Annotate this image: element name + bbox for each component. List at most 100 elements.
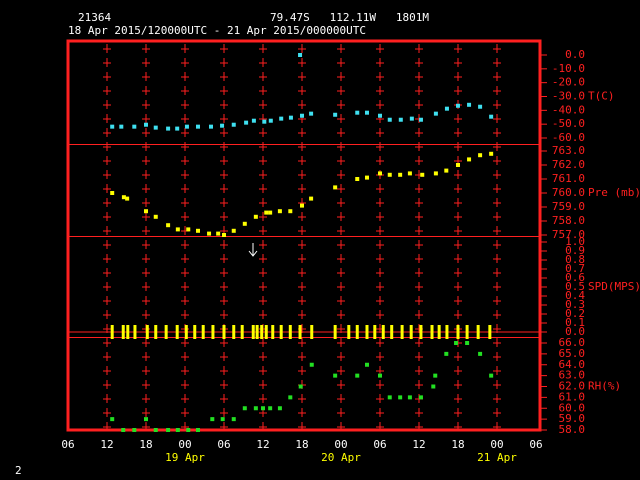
point [378, 113, 382, 118]
point [478, 153, 483, 158]
point [207, 231, 212, 236]
y-tick-label: 58.0 [559, 423, 586, 436]
point [300, 113, 304, 118]
point [196, 428, 200, 432]
wind-bar [255, 325, 259, 339]
point [166, 428, 171, 432]
y-tick-label: 64.0 [559, 358, 586, 371]
y-tick-label: 0.0 [565, 325, 585, 338]
grid-line [259, 44, 267, 431]
y-tick-label: 759.0 [552, 200, 585, 213]
grid-line [103, 44, 111, 431]
grid-line [454, 44, 462, 431]
point [300, 203, 304, 208]
wind-bar [355, 325, 359, 339]
wind-bar [175, 325, 179, 339]
wind-bar [288, 325, 292, 339]
point [378, 373, 382, 378]
point [298, 53, 303, 57]
y-tick-label: 760.0 [552, 186, 585, 199]
point [409, 116, 414, 121]
y-tick-label: 0.8 [565, 253, 585, 266]
point [489, 151, 494, 156]
point [186, 227, 191, 232]
y-tick-label: 761.0 [552, 172, 585, 185]
wind-bar [298, 325, 302, 339]
point [261, 406, 265, 411]
point [489, 373, 494, 378]
y-tick-label: 0.4 [565, 289, 585, 302]
x-tick-label: 18 [295, 438, 308, 451]
wind-bar [211, 325, 215, 339]
wind-bar [456, 325, 460, 339]
wind-bar [232, 325, 236, 339]
grid-line [337, 44, 345, 431]
wind-bar [373, 325, 377, 339]
wind-bar [164, 325, 168, 339]
point [398, 117, 403, 122]
point [268, 118, 273, 123]
point [186, 428, 191, 432]
grid-line [298, 44, 306, 431]
point [465, 341, 470, 345]
x-tick-label: 06 [217, 438, 230, 451]
point [433, 111, 438, 116]
wind-bar [110, 325, 114, 339]
point [242, 406, 247, 411]
point [121, 428, 126, 432]
grid-line [493, 44, 501, 431]
point [433, 171, 438, 176]
y-tick-label: 763.0 [552, 144, 585, 157]
point [153, 214, 158, 219]
point [153, 125, 158, 130]
panel-label: RH(%) [588, 380, 621, 393]
point [333, 112, 338, 117]
wind-bar [126, 325, 130, 339]
point [153, 428, 158, 432]
point [387, 117, 392, 122]
x-tick-label: 18 [451, 438, 464, 451]
point [431, 384, 436, 389]
grid-line [181, 44, 189, 431]
wind-bar [419, 325, 423, 339]
y-tick-label: 0.7 [565, 262, 585, 275]
y-tick-label: -10.0 [552, 62, 585, 75]
wind-bar [381, 325, 385, 339]
point [110, 124, 115, 129]
point [216, 231, 221, 236]
point [387, 395, 392, 400]
point [355, 177, 360, 181]
y-tick-label: 62.0 [559, 380, 586, 393]
point [184, 124, 189, 129]
point [175, 126, 180, 131]
point [231, 228, 236, 233]
point [288, 395, 293, 400]
wind-bar [310, 325, 314, 339]
period: 18 Apr 2015/120000UTC - 21 Apr 2015/0000… [68, 24, 366, 37]
y-tick-label: -50.0 [552, 117, 585, 130]
point [387, 172, 392, 177]
point [242, 221, 247, 226]
point [333, 373, 338, 378]
wind-bar [264, 325, 268, 339]
point [264, 210, 269, 215]
wind-bar [430, 325, 434, 339]
y-tick-label: 0.1 [565, 316, 585, 329]
point [277, 406, 282, 411]
point [196, 228, 200, 233]
frame [66, 39, 542, 432]
wind-bar [445, 325, 449, 339]
point [262, 119, 267, 124]
y-tick-label: 0.2 [565, 307, 585, 320]
point [253, 214, 258, 219]
point [489, 114, 494, 119]
wind-bar [347, 325, 351, 339]
point [478, 351, 483, 356]
wind-bar [390, 325, 394, 339]
wind-bar [409, 325, 413, 339]
wind-bar [145, 325, 149, 339]
point [175, 227, 180, 232]
date-label: 20 Apr [321, 451, 361, 464]
point [144, 417, 148, 422]
